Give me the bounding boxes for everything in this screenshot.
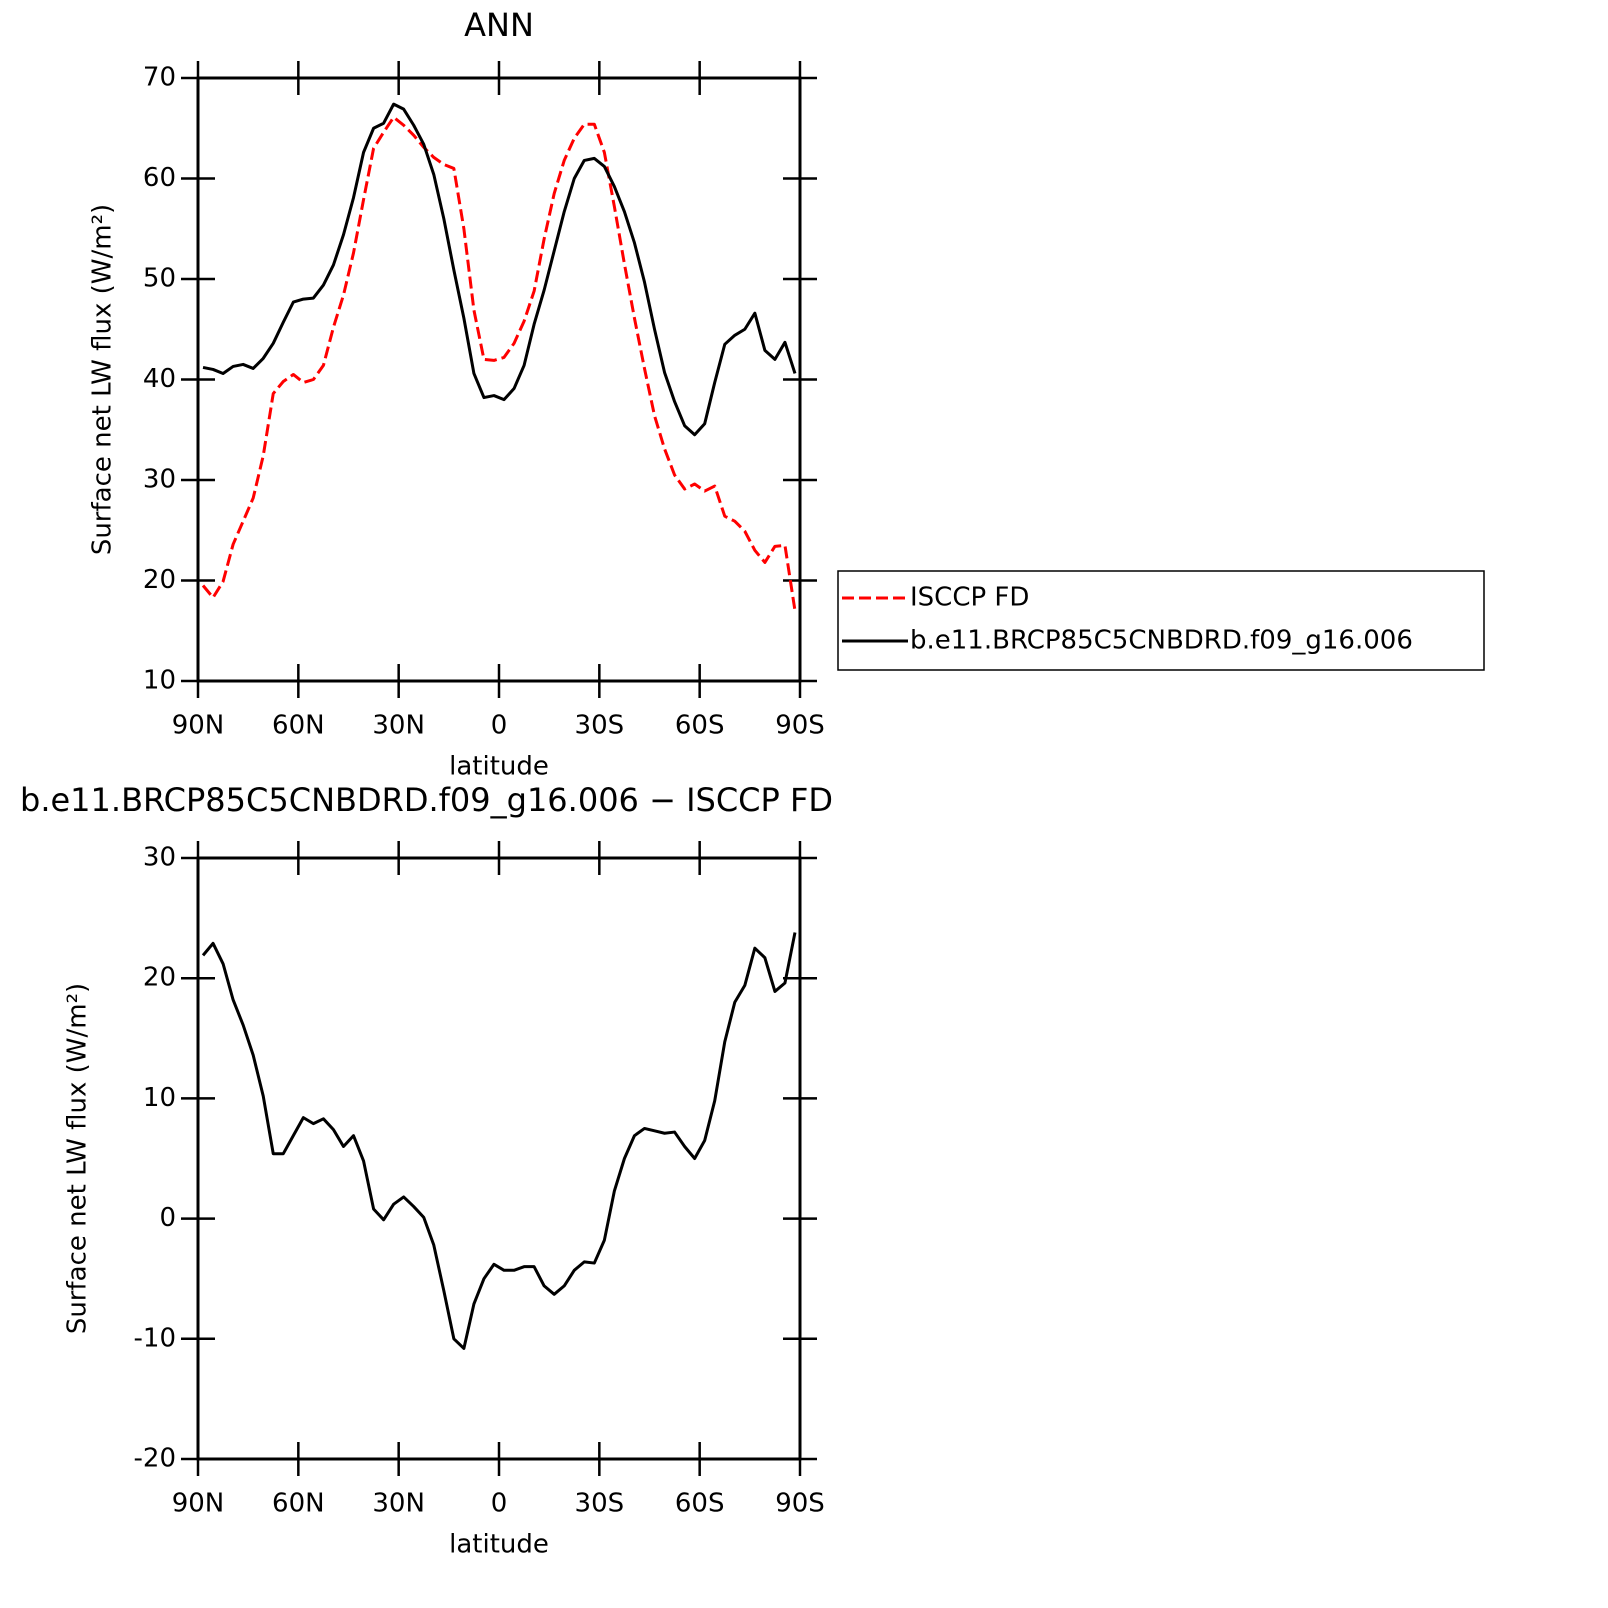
y-tick-label: 10 [143,1083,176,1113]
x-tick-label: 30S [575,711,625,741]
x-axis-label: latitude [449,752,549,782]
legend-box [837,570,1485,671]
x-axis-label: latitude [449,1530,549,1560]
x-tick-label: 0 [491,1489,508,1519]
x-tick-label: 90S [775,1489,825,1519]
chart-title: ANN [464,6,534,44]
y-tick-label: 40 [143,364,176,394]
plot-frame [196,76,802,683]
x-tick-label: 30N [372,1489,425,1519]
y-tick-label: -20 [134,1444,176,1474]
y-tick-label: 0 [159,1203,176,1233]
data-line [202,102,797,437]
x-tick-label: 90N [172,1489,225,1519]
y-tick-label: -10 [134,1323,176,1353]
y-tick-label: 50 [143,264,176,294]
y-tick-label: 30 [143,465,176,495]
data-line [201,932,797,1350]
x-tick-label: 60N [272,1489,325,1519]
plot-frame [196,856,802,1461]
legend-label: ISCCP FD [910,583,1029,613]
chart-title: b.e11.BRCP85C5CNBDRD.f09_g16.006 − ISCCP… [20,781,833,819]
y-tick-label: 20 [143,963,176,993]
x-tick-label: 90N [172,711,225,741]
y-axis-label: Surface net LW flux (W/m²) [63,983,93,1334]
x-tick-label: 30S [575,1489,625,1519]
x-tick-label: 60S [675,711,725,741]
x-tick-label: 60N [272,711,325,741]
y-tick-label: 20 [143,565,176,595]
x-tick-label: 90S [775,711,825,741]
x-tick-label: 30N [372,711,425,741]
y-tick-label: 70 [143,63,176,93]
x-tick-label: 60S [675,1489,725,1519]
y-tick-label: 10 [143,666,176,696]
x-tick-label: 0 [491,711,508,741]
y-tick-label: 30 [143,843,176,873]
legend-label: b.e11.BRCP85C5CNBDRD.f09_g16.006 [910,626,1413,656]
y-tick-label: 60 [143,163,176,193]
y-axis-label: Surface net LW flux (W/m²) [88,204,118,555]
data-line [201,115,797,611]
